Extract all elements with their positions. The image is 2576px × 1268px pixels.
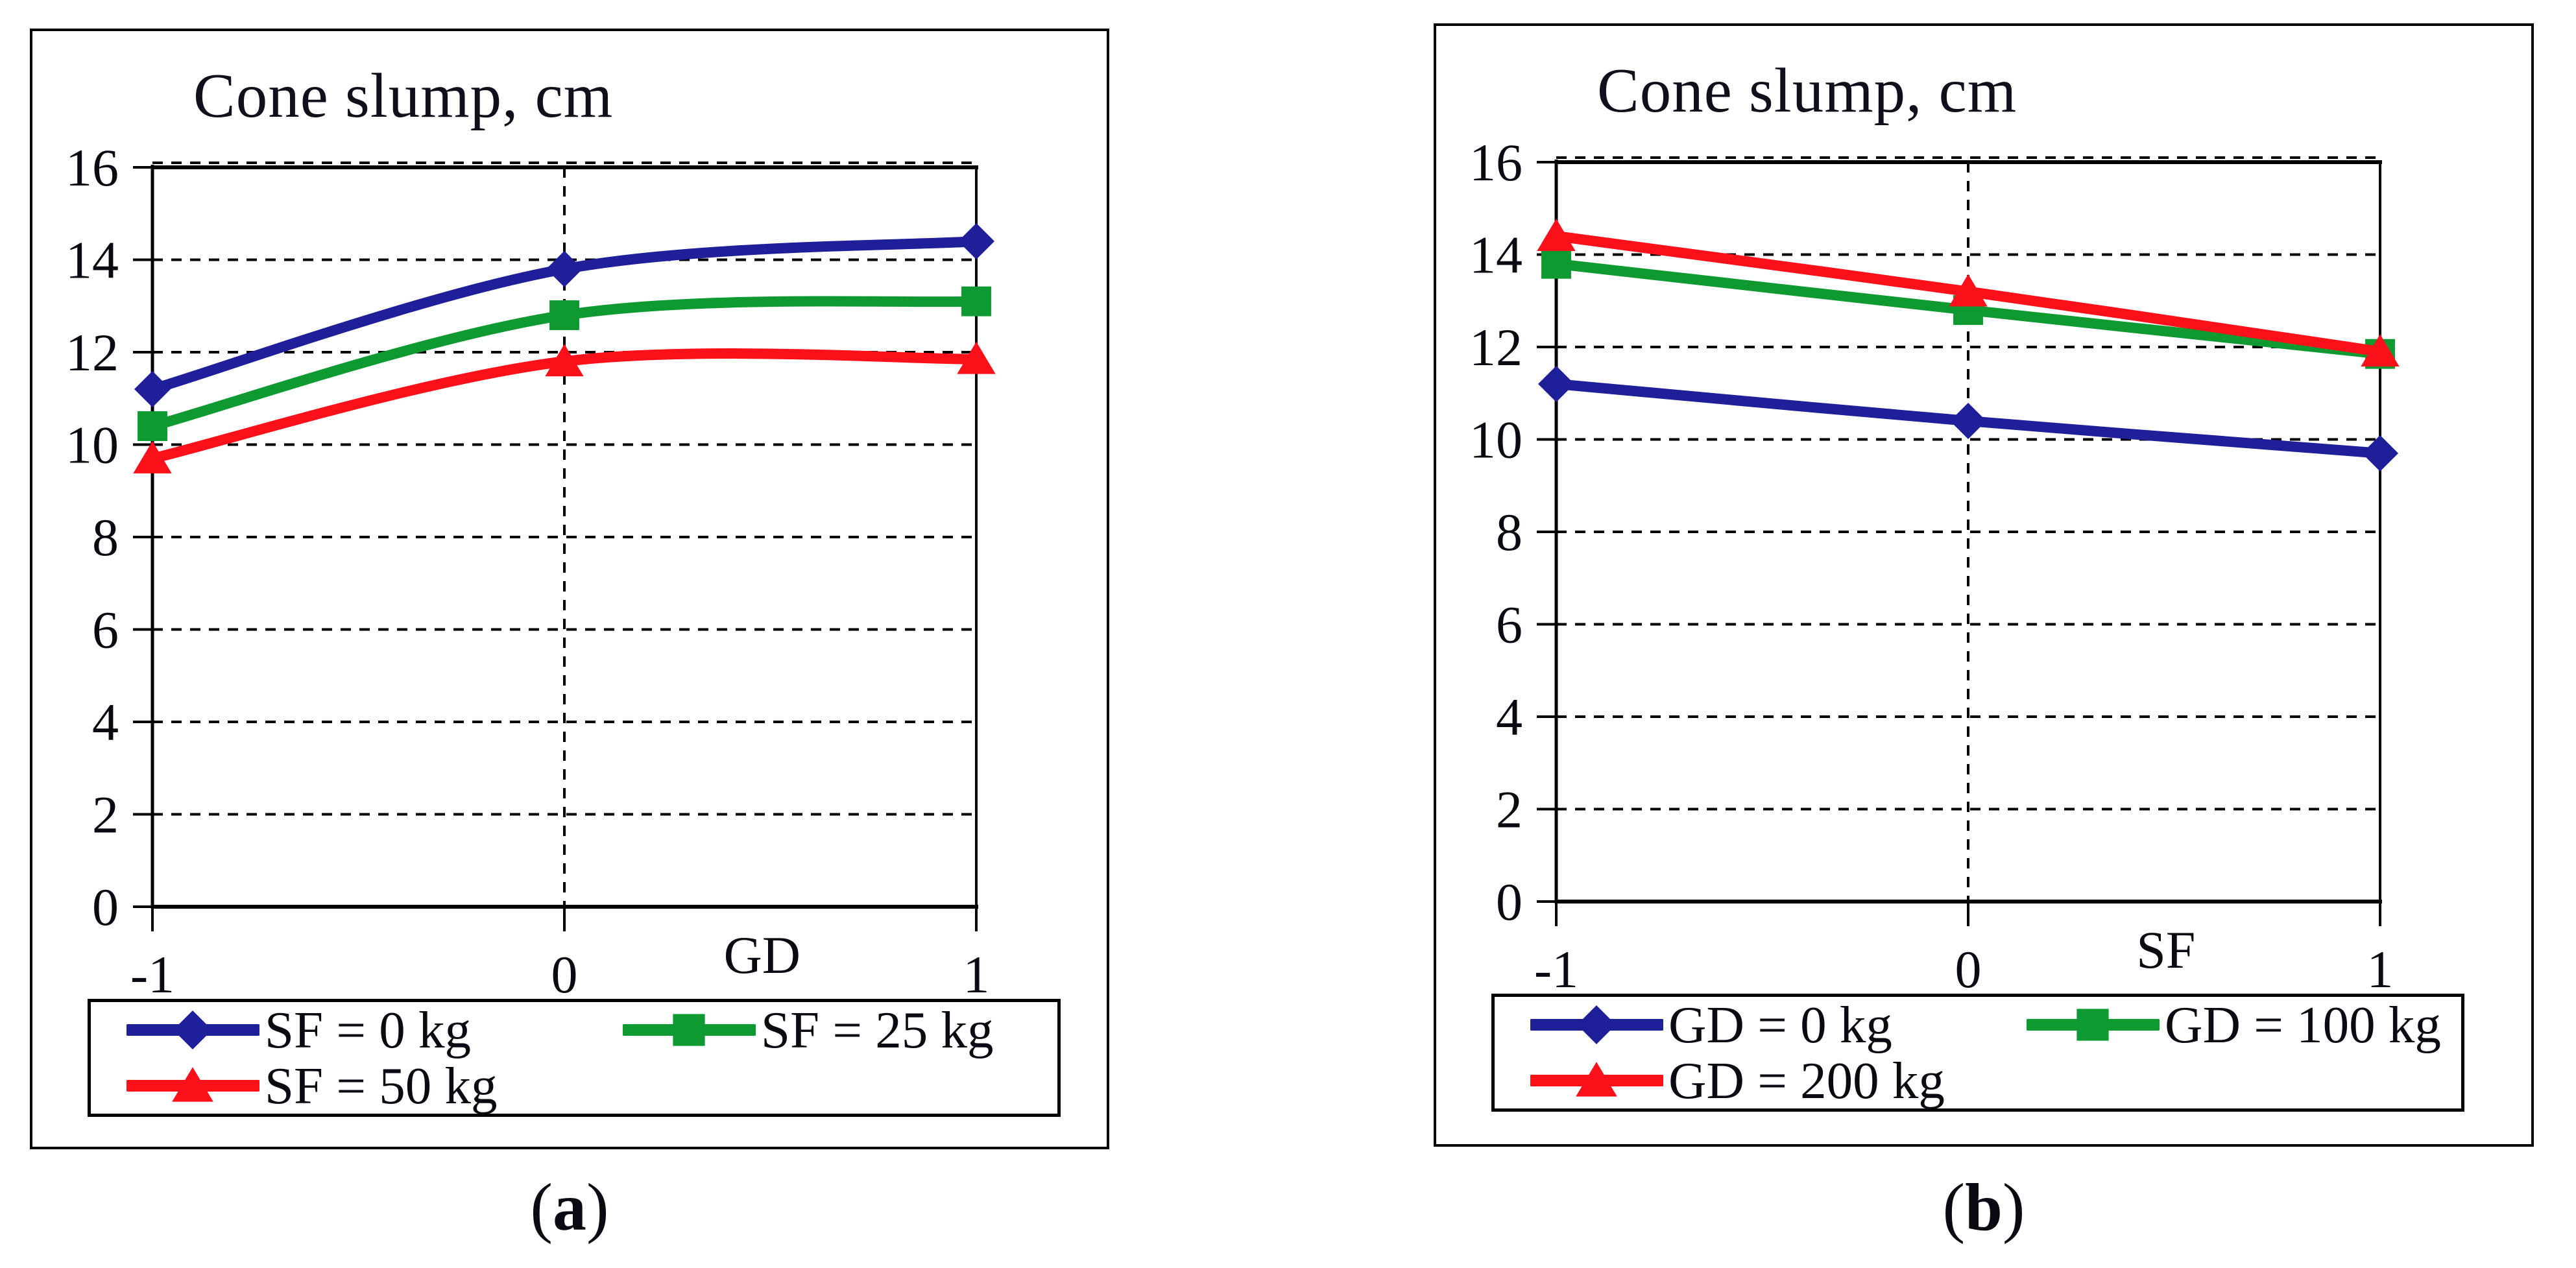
- y-tick-label: 6: [1496, 595, 1523, 654]
- series-marker-triangle: [172, 1067, 213, 1102]
- x-tick-label: -1: [130, 945, 175, 1004]
- x-tick-label: -1: [1534, 940, 1578, 999]
- x-axis-name: GD: [724, 926, 800, 985]
- y-tick-label: 8: [1496, 503, 1523, 562]
- legend-label: GD = 200 kg: [1668, 1051, 1945, 1110]
- legend-label: SF = 0 kg: [265, 1000, 472, 1059]
- x-axis-name: SF: [2136, 920, 2195, 979]
- y-tick-label: 0: [92, 878, 119, 937]
- caption-b: (b): [1434, 1169, 2534, 1246]
- legend-marker-square-icon: [2027, 1009, 2160, 1041]
- caption-letter: a: [553, 1170, 586, 1245]
- series-marker-triangle: [1537, 219, 1576, 251]
- y-tick-label: 2: [92, 785, 119, 844]
- legend-entry: GD = 100 kg: [2027, 998, 2461, 1051]
- series-marker-diamond: [1538, 366, 1574, 402]
- chart-title-a: Cone slump, cm: [193, 61, 614, 130]
- y-tick-label: 6: [92, 601, 119, 660]
- legend-entry: GD = 0 kg: [1530, 998, 2027, 1051]
- y-tick-label: 12: [66, 323, 119, 382]
- series-marker-square: [549, 300, 579, 330]
- y-tick-label: 14: [66, 231, 119, 290]
- y-tick-label: 16: [1469, 133, 1523, 192]
- x-tick-label: 1: [2367, 940, 2394, 999]
- series-marker-square: [961, 286, 991, 317]
- y-tick-label: 12: [1469, 318, 1523, 377]
- series-marker-diamond: [546, 250, 583, 287]
- series-marker-triangle: [545, 344, 584, 377]
- x-tick-label: 0: [1955, 940, 1982, 999]
- series-marker-square: [138, 411, 167, 441]
- legend-a: SF = 0 kg SF = 25 kg SF = 50 kg: [88, 999, 1061, 1117]
- series-marker-diamond: [134, 371, 171, 407]
- legend-label: SF = 50 kg: [265, 1056, 498, 1115]
- legend-entry: SF = 25 kg: [623, 1003, 1057, 1057]
- caption-a: (a): [30, 1169, 1109, 1246]
- series-marker-diamond: [1577, 1005, 1616, 1044]
- series-marker-triangle: [1949, 274, 1988, 307]
- y-tick-label: 2: [1496, 780, 1523, 839]
- caption-paren: (: [530, 1170, 553, 1245]
- legend-marker-triangle-icon: [126, 1067, 259, 1102]
- caption-paren: ): [2002, 1170, 2025, 1245]
- legend-marker-square-icon: [623, 1014, 756, 1046]
- legend-entry: SF = 50 kg: [126, 1059, 623, 1112]
- y-tick-label: 8: [92, 508, 119, 567]
- series-marker-square: [2076, 1009, 2109, 1041]
- series-marker-diamond: [1950, 403, 1986, 439]
- x-tick-label: 0: [551, 945, 578, 1004]
- caption-letter: b: [1965, 1170, 2003, 1245]
- legend-entry: GD = 200 kg: [1530, 1054, 2027, 1107]
- caption-paren: ): [586, 1170, 609, 1245]
- legend-label: SF = 25 kg: [761, 1000, 994, 1059]
- caption-paren: (: [1942, 1170, 1966, 1245]
- series-marker-triangle: [1576, 1062, 1617, 1097]
- legend-entry: SF = 0 kg: [126, 1003, 623, 1057]
- y-tick-label: 14: [1469, 226, 1523, 285]
- legend-marker-diamond-icon: [1530, 1005, 1663, 1044]
- chart-title-b: Cone slump, cm: [1597, 56, 2017, 125]
- series-marker-diamond: [958, 223, 994, 259]
- x-tick-label: 1: [963, 945, 990, 1004]
- series-marker-triangle: [133, 440, 172, 473]
- series-marker-diamond: [173, 1011, 212, 1049]
- y-tick-label: 4: [92, 693, 119, 752]
- chart-panel-a: Cone slump, cm 0 2 4 6 8 10 12 14 16 -1 0 1 GD SF = …: [30, 29, 1109, 1149]
- y-tick-label: 10: [1469, 411, 1523, 470]
- legend-b: GD = 0 kg GD = 100 kg GD = 200 kg: [1491, 994, 2464, 1112]
- series-marker-square: [673, 1014, 705, 1046]
- series-marker-diamond: [2362, 435, 2398, 472]
- chart-panel-b: Cone slump, cm 0 2 4 6 8 10 12 14 16 -1 0 1 SF GD = …: [1434, 23, 2534, 1147]
- series-marker-square: [1541, 248, 1571, 279]
- y-tick-label: 10: [66, 416, 119, 475]
- series-marker-triangle: [957, 341, 996, 374]
- legend-label: GD = 100 kg: [2165, 995, 2441, 1054]
- y-tick-label: 0: [1496, 872, 1523, 931]
- legend-marker-diamond-icon: [126, 1011, 259, 1049]
- y-tick-label: 4: [1496, 688, 1523, 747]
- y-tick-label: 16: [66, 138, 119, 197]
- series-marker-triangle: [2361, 334, 2400, 367]
- legend-marker-triangle-icon: [1530, 1062, 1663, 1097]
- legend-label: GD = 0 kg: [1668, 995, 1892, 1054]
